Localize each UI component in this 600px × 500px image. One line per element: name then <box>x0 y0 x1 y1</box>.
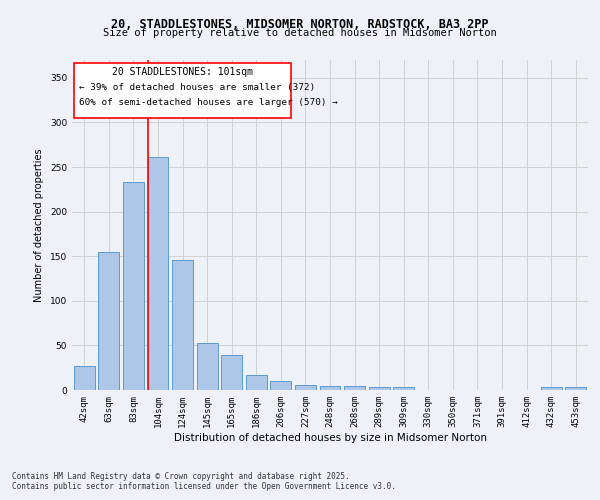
Bar <box>98 252 119 390</box>
X-axis label: Distribution of detached houses by size in Midsomer Norton: Distribution of detached houses by size … <box>173 432 487 442</box>
Bar <box>246 375 267 390</box>
Text: ← 39% of detached houses are smaller (372): ← 39% of detached houses are smaller (37… <box>79 83 316 92</box>
Bar <box>197 342 218 390</box>
FancyBboxPatch shape <box>74 62 290 118</box>
Text: 20 STADDLESTONES: 101sqm: 20 STADDLESTONES: 101sqm <box>112 67 253 77</box>
Bar <box>172 260 193 390</box>
Text: Contains HM Land Registry data © Crown copyright and database right 2025.: Contains HM Land Registry data © Crown c… <box>12 472 350 481</box>
Text: 20, STADDLESTONES, MIDSOMER NORTON, RADSTOCK, BA3 2PP: 20, STADDLESTONES, MIDSOMER NORTON, RADS… <box>111 18 489 30</box>
Bar <box>74 366 95 390</box>
Text: Size of property relative to detached houses in Midsomer Norton: Size of property relative to detached ho… <box>103 28 497 38</box>
Bar <box>221 355 242 390</box>
Bar <box>368 388 389 390</box>
Bar <box>541 388 562 390</box>
Text: Contains public sector information licensed under the Open Government Licence v3: Contains public sector information licen… <box>12 482 396 491</box>
Bar <box>295 384 316 390</box>
Bar <box>148 157 169 390</box>
Y-axis label: Number of detached properties: Number of detached properties <box>34 148 44 302</box>
Text: 60% of semi-detached houses are larger (570) →: 60% of semi-detached houses are larger (… <box>79 98 338 108</box>
Bar <box>565 388 586 390</box>
Bar <box>320 386 340 390</box>
Bar <box>393 388 414 390</box>
Bar <box>123 182 144 390</box>
Bar <box>344 386 365 390</box>
Bar <box>271 381 292 390</box>
